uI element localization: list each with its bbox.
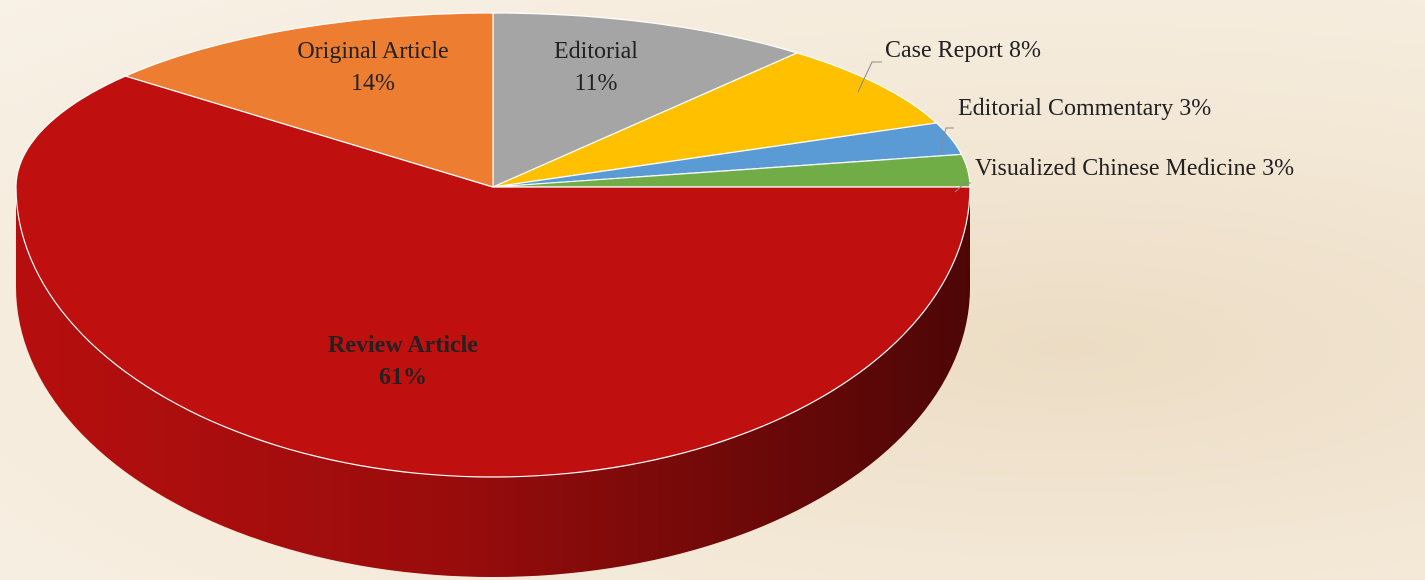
value-label: 14% bbox=[351, 70, 395, 96]
category-label: Review Article bbox=[328, 332, 478, 358]
category-label: Original Article bbox=[297, 38, 448, 64]
value-label: 3% bbox=[1262, 155, 1294, 181]
value-label: 3% bbox=[1179, 95, 1211, 121]
page: Editorial 11% Case Report8% Editorial Comme… bbox=[0, 0, 1425, 580]
value-label: 8% bbox=[1009, 37, 1041, 63]
chart: Editorial 11% Case Report8% Editorial Comme… bbox=[0, 0, 1425, 580]
category-label: Case Report bbox=[885, 37, 1003, 63]
category-label: Editorial Commentary bbox=[958, 95, 1173, 121]
value-label: 61% bbox=[379, 364, 427, 390]
category-label: Visualized Chinese Medicine bbox=[975, 155, 1256, 181]
category-label: Editorial bbox=[554, 38, 638, 64]
value-label: 11% bbox=[574, 70, 617, 96]
